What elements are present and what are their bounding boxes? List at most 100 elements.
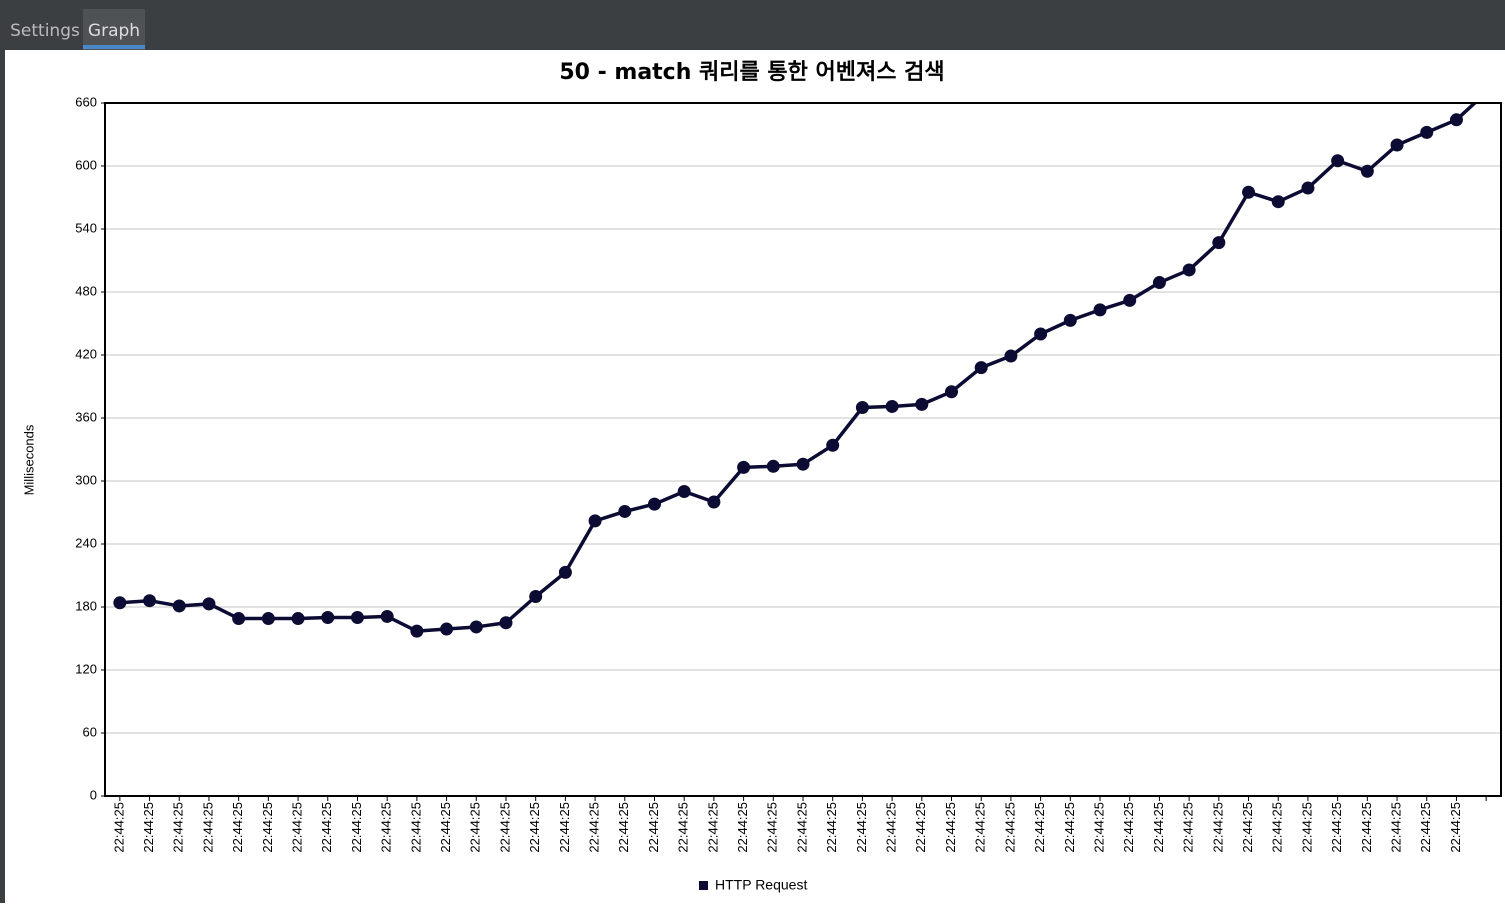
x-tick-label: 22:44:25 xyxy=(616,802,631,853)
x-tick-label: 22:44:25 xyxy=(1062,802,1077,853)
x-tick-label: 22:44:25 xyxy=(1270,802,1285,853)
x-tick-label: 22:44:25 xyxy=(1181,802,1196,853)
data-point xyxy=(291,612,305,626)
x-tick-label: 22:44:25 xyxy=(824,802,839,853)
data-point xyxy=(945,385,959,399)
x-tick-label: 22:44:25 xyxy=(171,802,186,853)
data-point xyxy=(618,504,632,518)
y-tick-label: 480 xyxy=(75,283,97,298)
data-point xyxy=(915,397,929,411)
y-tick-label: 60 xyxy=(83,724,97,739)
y-tick-label: 0 xyxy=(90,787,97,802)
data-point xyxy=(1271,195,1285,209)
x-tick-label: 22:44:25 xyxy=(854,802,869,853)
data-point xyxy=(737,460,751,474)
x-tick-label: 22:44:25 xyxy=(319,802,334,853)
data-point xyxy=(1152,276,1166,290)
data-point xyxy=(440,622,454,636)
left-border xyxy=(0,50,5,903)
data-point xyxy=(172,599,186,613)
data-point xyxy=(1123,293,1137,307)
data-point xyxy=(677,485,691,498)
data-point xyxy=(350,611,364,624)
x-tick-label: 22:44:25 xyxy=(884,802,899,853)
data-point xyxy=(529,590,543,603)
x-tick-label: 22:44:25 xyxy=(705,802,720,853)
data-point xyxy=(380,609,394,623)
x-tick-label: 22:44:25 xyxy=(1032,802,1047,853)
x-tick-label: 22:44:25 xyxy=(200,802,215,853)
data-point xyxy=(885,399,899,413)
data-point xyxy=(974,361,988,375)
y-tick-label: 420 xyxy=(75,346,97,361)
y-axis-label: Milliseconds xyxy=(21,424,36,495)
x-tick-label: 22:44:25 xyxy=(111,802,126,853)
x-tick-label: 22:44:25 xyxy=(1151,802,1166,853)
data-point xyxy=(232,612,246,626)
x-tick-label: 22:44:25 xyxy=(1210,802,1225,853)
x-tick-label: 22:44:25 xyxy=(468,802,483,853)
x-tick-label: 22:44:25 xyxy=(408,802,423,853)
x-tick-label: 22:44:25 xyxy=(646,802,661,853)
x-tick-label: 22:44:25 xyxy=(557,802,572,853)
x-tick-label: 22:44:25 xyxy=(587,802,602,853)
x-tick-label: 22:44:25 xyxy=(1359,802,1374,853)
y-tick-label: 300 xyxy=(75,472,97,487)
x-tick-label: 22:44:25 xyxy=(1448,802,1463,853)
x-tick-label: 22:44:25 xyxy=(1329,802,1344,853)
data-point xyxy=(1093,303,1107,317)
y-tick-label: 660 xyxy=(75,94,97,109)
y-tick-label: 180 xyxy=(75,598,97,613)
data-point xyxy=(1420,125,1434,139)
x-tick-label: 22:44:25 xyxy=(676,802,691,853)
x-tick-label: 22:44:25 xyxy=(1091,802,1106,853)
data-point xyxy=(1242,185,1256,199)
data-point xyxy=(558,565,572,579)
x-tick-label: 22:44:25 xyxy=(1418,802,1433,853)
legend-swatch xyxy=(699,881,708,890)
data-point xyxy=(1449,113,1463,127)
x-tick-label: 22:44:25 xyxy=(349,802,364,853)
data-point xyxy=(1004,349,1018,363)
x-tick-label: 22:44:25 xyxy=(438,802,453,853)
data-point xyxy=(1390,138,1404,152)
data-point xyxy=(1360,164,1374,178)
x-tick-label: 22:44:25 xyxy=(290,802,305,853)
data-point xyxy=(469,620,483,634)
x-tick-label: 22:44:25 xyxy=(230,802,245,853)
tab-graph-bg[interactable] xyxy=(83,9,145,50)
x-tick-label: 22:44:25 xyxy=(1002,802,1017,853)
x-tick-label: 22:44:25 xyxy=(497,802,512,853)
data-point xyxy=(113,596,127,610)
data-point xyxy=(410,624,424,638)
y-tick-label: 360 xyxy=(75,409,97,424)
tab-settings[interactable]: Settings xyxy=(10,21,80,41)
x-tick-label: 22:44:25 xyxy=(794,802,809,853)
x-tick-label: 22:44:25 xyxy=(973,802,988,853)
y-tick-label: 120 xyxy=(75,661,97,676)
data-point xyxy=(1034,327,1048,341)
x-tick-label: 22:44:25 xyxy=(141,802,156,853)
x-tick-label: 22:44:25 xyxy=(943,802,958,853)
legend-label: HTTP Request xyxy=(715,877,807,893)
tab-bar xyxy=(0,0,1505,50)
data-point xyxy=(766,459,780,473)
data-point xyxy=(202,597,216,611)
data-point xyxy=(261,612,275,626)
data-point xyxy=(1063,313,1077,327)
data-point xyxy=(855,401,869,414)
x-tick-label: 22:44:25 xyxy=(1299,802,1314,853)
data-point xyxy=(707,495,721,509)
tab-graph[interactable]: Graph xyxy=(88,21,140,41)
data-point xyxy=(1182,263,1196,277)
y-tick-label: 540 xyxy=(75,220,97,235)
x-tick-label: 22:44:25 xyxy=(527,802,542,853)
y-tick-label: 240 xyxy=(75,535,97,550)
x-tick-label: 22:44:25 xyxy=(913,802,928,853)
x-tick-label: 22:44:25 xyxy=(379,802,394,853)
x-tick-label: 22:44:25 xyxy=(1388,802,1403,853)
x-tick-label: 22:44:25 xyxy=(1240,802,1255,853)
data-point xyxy=(826,438,840,452)
data-point xyxy=(796,457,810,471)
